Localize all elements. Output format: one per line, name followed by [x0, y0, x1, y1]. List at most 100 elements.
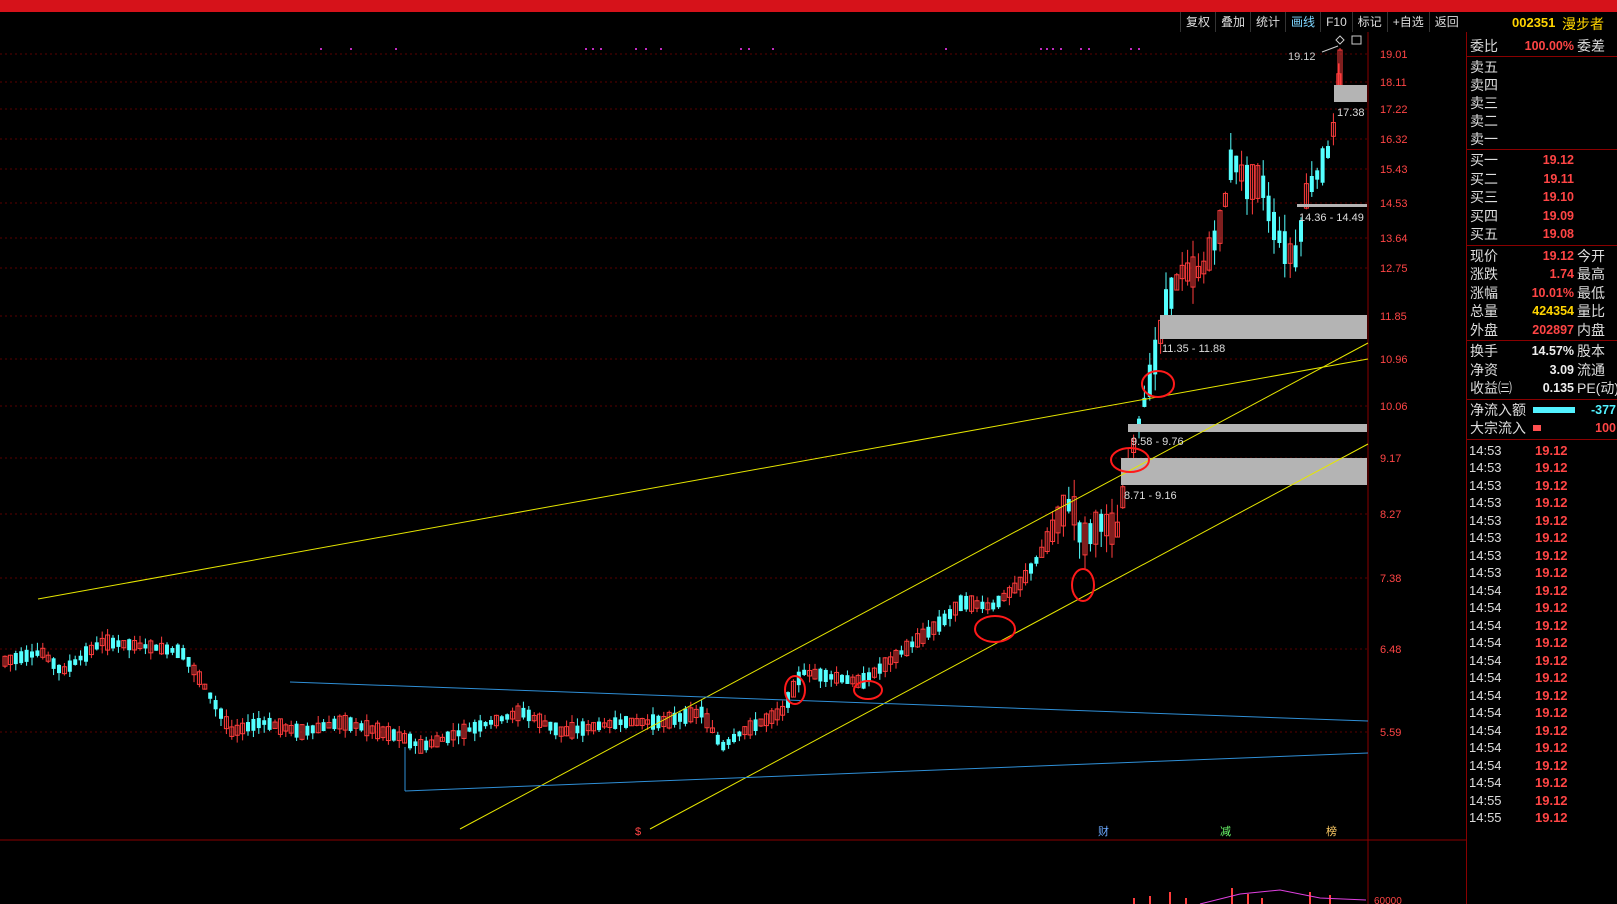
sell-label: 卖二 [1470, 113, 1498, 129]
candle-body-up [132, 640, 138, 651]
candle-body-up [277, 718, 283, 735]
candle-body-down [526, 709, 531, 722]
sell-row-1: 卖四 [1467, 76, 1617, 94]
candle-body-up [283, 724, 289, 732]
candle-body-up [985, 602, 991, 611]
candle-body-down [845, 675, 850, 684]
candle-body-down [829, 674, 834, 680]
candle-body-down [262, 720, 267, 725]
toolbar-button-0[interactable]: 复权 [1180, 12, 1215, 32]
candle-body-up [1239, 164, 1245, 182]
tick-time: 14:54 [1469, 670, 1502, 685]
tick-time: 14:53 [1469, 547, 1502, 563]
candle-body-down [553, 722, 558, 736]
toolbar-button-4[interactable]: F10 [1320, 12, 1352, 32]
candle-body-up [904, 640, 910, 657]
candle-body-down [1228, 149, 1233, 181]
candle-body-down [111, 637, 115, 649]
fund-value: 3.09 [1549, 362, 1574, 377]
event-dot [945, 48, 947, 50]
tick-row-18: 14:54 19.12 [1467, 757, 1617, 775]
candle-body-up [515, 705, 521, 722]
candle-body-down [580, 721, 585, 736]
event-dot [740, 48, 742, 50]
candle-body-down [391, 729, 396, 741]
tick-row-21: 14:55 19.12 [1467, 809, 1617, 827]
stat-row-2: 涨幅 10.01% 最低 [1467, 284, 1617, 302]
buy-price: 19.10 [1542, 190, 1574, 204]
buy-row-2: 买三 19.10 [1467, 188, 1617, 206]
tick-time: 14:54 [1469, 617, 1502, 633]
candle-body-up [1217, 210, 1223, 244]
sell-row-3: 卖二 [1467, 112, 1617, 130]
candle-body-up [1055, 506, 1061, 534]
weicha-label: 委差 [1577, 38, 1605, 54]
candle-body-down [154, 644, 159, 651]
tick-price: 19.12 [1535, 617, 1568, 633]
tick-price: 19.12 [1535, 757, 1568, 773]
event-dot [1130, 48, 1132, 50]
highlight-circle [853, 680, 883, 700]
toolbar-button-6[interactable]: +自选 [1386, 12, 1429, 32]
candle-body-down [732, 733, 736, 743]
candle-body-down [618, 719, 623, 726]
buy-price: 19.11 [1543, 171, 1574, 186]
tick-row-10: 14:54 19.12 [1467, 617, 1617, 635]
candle-body-up [601, 722, 607, 728]
toolbar-button-7[interactable]: 返回 [1428, 12, 1464, 32]
candle-body-up [7, 654, 13, 666]
toolbar-button-3[interactable]: 画线 [1285, 12, 1320, 32]
toolbar-button-5[interactable]: 标记 [1351, 12, 1387, 32]
candle-body-down [57, 664, 61, 674]
candle-body-down [942, 613, 947, 626]
candle-body-up [1012, 582, 1018, 594]
candle-body-down [67, 660, 72, 672]
candle-body-down [1245, 164, 1249, 200]
stat-value: 1.74 [1549, 267, 1574, 281]
tick-price: 19.12 [1535, 792, 1568, 808]
candle-body-down [310, 725, 315, 734]
candle-body-down [305, 725, 310, 736]
candle-body-up [353, 722, 359, 729]
candle-body-down [456, 730, 461, 737]
event-dot [772, 48, 774, 50]
tick-price: 19.12 [1535, 442, 1568, 458]
candle-body-down [937, 616, 942, 632]
tick-price: 19.12 [1535, 705, 1568, 720]
candle-body-up [40, 647, 46, 658]
candle-body-up [137, 642, 143, 650]
fund-label: 收益㈢ [1470, 380, 1512, 396]
long-trend-line [37, 358, 1369, 600]
marker-cai: 财 [1098, 824, 1109, 838]
tick-row-11: 14:54 19.12 [1467, 634, 1617, 652]
channel-upper-line [459, 342, 1369, 830]
box2-label: 14.36 - 14.49 [1299, 212, 1364, 224]
candle-body-down [348, 717, 353, 731]
toolbar-button-1[interactable]: 叠加 [1215, 12, 1250, 32]
candle-body-up [709, 727, 715, 733]
candle-body-down [678, 713, 682, 722]
candle-body-down [51, 658, 56, 669]
box4-label: 9.58 - 9.76 [1131, 436, 1184, 448]
buy-label: 买四 [1470, 207, 1498, 224]
chart-labels: 19.12 17.38 14.36 - 14.49 11.35 - 11.88 9.58… [635, 35, 1365, 838]
candle-body-down [30, 651, 34, 658]
candle-body-up [1174, 274, 1180, 291]
candle-body-up [1006, 587, 1012, 598]
title-bar [0, 0, 1617, 12]
sell-label: 卖一 [1470, 131, 1498, 147]
toolbar-button-2[interactable]: 统计 [1250, 12, 1285, 32]
fund-row-0: 换手 14.57% 股本 [1467, 342, 1617, 360]
kline-chart[interactable]: 19.01 18.11 17.22 16.32 15.43 14.53 13.64 12.75… [0, 32, 1466, 904]
marker-bang: 榜 [1326, 824, 1337, 838]
sell-row-4: 卖一 [1467, 130, 1617, 148]
tick-price: 19.12 [1535, 670, 1568, 685]
tick-time: 14:54 [1469, 740, 1502, 755]
tick-price: 19.12 [1535, 687, 1568, 703]
candle-body-up [272, 721, 278, 729]
tick-time: 14:54 [1469, 635, 1502, 650]
fund-row-2: 收益㈢ 0.135 PE(动) [1467, 379, 1617, 397]
candle-body-down [445, 731, 450, 744]
candle-body-down [1320, 148, 1325, 183]
axis-tick-label: 14.53 [1380, 198, 1408, 210]
